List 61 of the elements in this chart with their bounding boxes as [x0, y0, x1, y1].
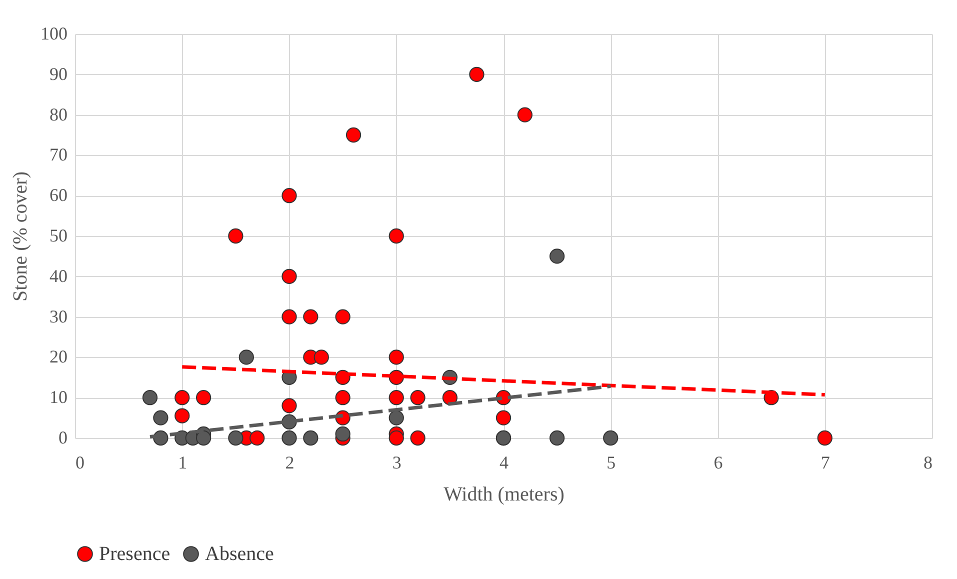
- legend-label: Absence: [205, 543, 274, 565]
- y-tick-label: 70: [50, 144, 68, 165]
- point: [174, 408, 190, 424]
- point: [174, 390, 190, 406]
- point: [196, 430, 212, 446]
- point: [603, 430, 618, 446]
- y-tick-label: 40: [50, 266, 68, 286]
- x-tick-label: 2: [285, 452, 294, 472]
- y-tick-label: 100: [40, 24, 68, 44]
- point: [388, 410, 404, 426]
- point: [346, 127, 362, 143]
- point: [496, 410, 512, 426]
- point: [228, 228, 244, 244]
- x-tick-label: 1: [178, 452, 188, 472]
- point: [153, 410, 168, 426]
- y-tick-label: 10: [50, 387, 68, 408]
- point: [228, 430, 244, 446]
- x-tick-label: 6: [714, 452, 723, 472]
- x-axis-title: Width (meters): [444, 484, 564, 506]
- point: [442, 390, 458, 406]
- x-tick-label: 5: [606, 452, 616, 472]
- y-tick-label: 60: [50, 185, 68, 206]
- x-tick-label: 8: [924, 452, 932, 472]
- y-tick-label: 30: [50, 306, 68, 326]
- point: [410, 430, 426, 446]
- point: [549, 248, 565, 264]
- point: [388, 430, 404, 446]
- point: [303, 430, 318, 446]
- point: [388, 228, 404, 244]
- x-tick-label: 4: [500, 452, 508, 472]
- point: [282, 268, 297, 284]
- point: [335, 390, 350, 406]
- y-axis-title: Stone (% cover): [10, 172, 32, 302]
- point: [303, 309, 318, 324]
- y-tick-label: 80: [50, 104, 68, 124]
- point: [388, 350, 404, 365]
- point: [250, 430, 265, 446]
- point: [142, 390, 158, 406]
- point: [282, 309, 297, 324]
- point: [549, 430, 565, 446]
- point: [335, 426, 350, 442]
- point: [335, 309, 350, 324]
- point: [282, 188, 297, 204]
- point: [282, 398, 297, 414]
- y-tick-label: 0: [58, 428, 68, 448]
- point: [410, 390, 426, 406]
- point: [238, 350, 254, 365]
- y-tick-label: 90: [50, 64, 68, 84]
- legend-label: Presence: [99, 543, 170, 565]
- x-tick-label: 3: [392, 452, 402, 472]
- y-tick-label: 20: [50, 346, 68, 367]
- point: [196, 390, 212, 406]
- point: [314, 350, 329, 365]
- x-tick-label: 0: [76, 452, 84, 472]
- y-tick-label: 50: [50, 226, 68, 246]
- point: [517, 107, 532, 122]
- point: [469, 66, 484, 82]
- x-tick-label: 7: [820, 452, 830, 472]
- point: [817, 430, 832, 446]
- point: [388, 390, 404, 406]
- point: [282, 430, 297, 446]
